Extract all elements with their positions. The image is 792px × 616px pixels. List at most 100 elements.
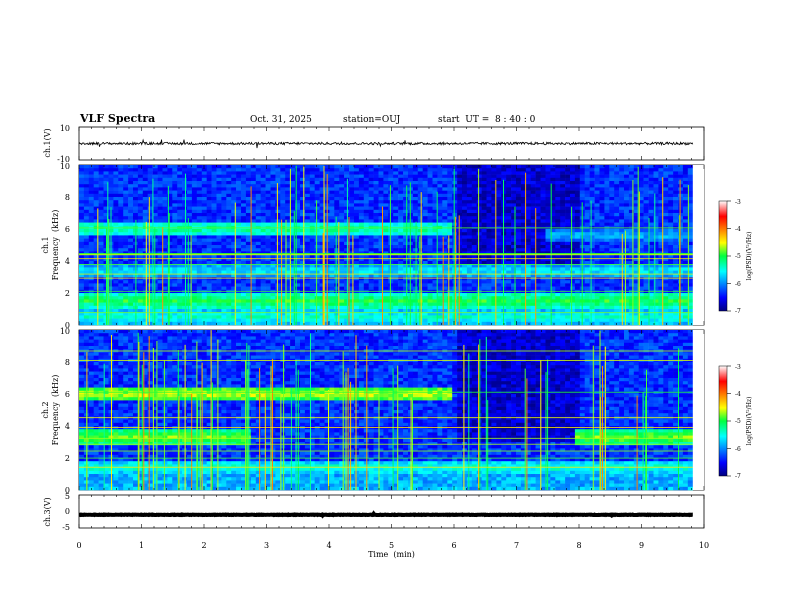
ch1-spectrogram-cell <box>417 261 423 265</box>
ch1-spectrogram-cell <box>496 296 502 300</box>
ch1-spectrogram-cell <box>88 245 94 249</box>
ch1-spectrogram-cell <box>334 299 340 303</box>
ch1-spectrogram-cell <box>206 203 212 207</box>
ch1-spectrogram-cell <box>393 293 399 297</box>
ch1-spectrogram-cell <box>442 299 448 303</box>
ch1-spectrogram-cell <box>354 165 360 169</box>
ch1-spectrogram-cell <box>457 193 463 198</box>
ch1-spectrogram-cell <box>83 232 90 236</box>
ch1-spectrogram-cell <box>98 219 104 223</box>
ch1-spectrogram-cell <box>550 312 556 316</box>
ch1-spectrogram-cell <box>231 184 237 188</box>
ch1-spectrogram-cell <box>221 235 227 239</box>
ch1-spectrogram-cell <box>344 270 350 275</box>
ch1-spectrogram-cell <box>516 219 522 223</box>
ch1-spectrogram-cell <box>319 190 325 195</box>
ch1-spectrogram-cell <box>442 200 448 204</box>
ch1-spectrogram-cell <box>226 305 232 310</box>
ch1-spectrogram-cell <box>79 222 85 227</box>
ch1-spectrogram-cell <box>422 248 428 252</box>
ch1-spectrogram-cell <box>196 168 202 172</box>
ch1-spectrogram-cell <box>275 184 281 188</box>
ch1-spectrogram-cell <box>555 171 561 175</box>
ch1-spectrogram-cell <box>393 216 399 220</box>
ch1-spectrogram-cell <box>103 190 109 195</box>
ch1-spectrogram-cell <box>137 257 144 262</box>
ch1-spectrogram-cell <box>162 203 168 207</box>
ch1-spectrogram-cell <box>540 309 546 313</box>
ch1-spectrogram-cell <box>147 174 153 179</box>
ch1-spectrogram-cell <box>201 206 207 211</box>
ch1-spectrogram-cell <box>236 232 242 236</box>
ch1-spectrogram-cell <box>339 257 345 262</box>
ch1-spectrogram-cell <box>182 241 188 246</box>
ch1-spectrogram-cell <box>142 309 148 313</box>
ch1-spectrogram-cell <box>118 203 124 207</box>
ch1-spectrogram-cell <box>260 267 266 271</box>
ch1-spectrogram-cell <box>128 181 134 185</box>
ch1-spectrogram-cell <box>142 174 148 179</box>
ch1-spectrogram-cell <box>236 286 242 291</box>
ch1-spectrogram-cell <box>378 174 384 179</box>
ch1-spectrogram-cell <box>442 184 448 188</box>
ch1-spectrogram-cell <box>516 193 522 198</box>
ch1-spectrogram-cell <box>447 184 453 188</box>
ch1-spectrogram-cell <box>516 238 522 243</box>
ch1-spectrogram-cell <box>255 273 261 278</box>
ch1-spectrogram-cell <box>206 171 212 175</box>
ch1-spectrogram-cell <box>98 254 104 259</box>
ch1-spectrogram-cell <box>452 273 458 278</box>
ch1-spectrogram-cell <box>206 254 212 259</box>
ch1-spectrogram-cell <box>363 174 369 179</box>
ch1-spectrogram-cell <box>88 267 94 271</box>
ch1-spectrogram-cell <box>471 267 477 271</box>
ch1-spectrogram-cell <box>520 267 527 271</box>
ch1-spectrogram-cell <box>206 273 212 278</box>
ch1-spectrogram-cell <box>491 216 497 220</box>
ch1-spectrogram-cell <box>142 177 148 182</box>
ch1-spectrogram-cell <box>427 270 433 275</box>
ch1-spectrogram-cell <box>398 283 404 287</box>
ch1-spectrogram-cell <box>368 174 374 179</box>
ch1-spectrogram-cell <box>152 216 158 220</box>
ch1-spectrogram-cell <box>319 200 325 204</box>
ch1-spectrogram-cell <box>432 229 438 233</box>
ch1-spectrogram-cell <box>540 270 546 275</box>
ch1-spectrogram-cell <box>201 171 207 175</box>
ch1-spectrogram-cell <box>113 232 119 236</box>
ch1-spectrogram-cell <box>462 241 468 246</box>
ch1-spectrogram-cell <box>334 315 340 319</box>
ch1-spectrogram-cell <box>383 302 389 307</box>
ch1-spectrogram-cell <box>295 222 301 227</box>
ch1-spectrogram-cell <box>516 229 522 233</box>
ch1-spectrogram-cell <box>280 174 286 179</box>
ch1-spectrogram-cell <box>231 206 237 211</box>
ch1-spectrogram-cell <box>295 171 301 175</box>
ch1-spectrogram-cell <box>290 187 296 191</box>
ch1-spectrogram-cell <box>191 235 198 239</box>
ch1-spectrogram-cell <box>550 321 556 326</box>
ch1-spectrogram-cell <box>314 293 320 297</box>
ch1-spectrogram-cell <box>295 190 301 195</box>
ch1-spectrogram-cell <box>98 216 104 220</box>
ch1-spectrogram-cell <box>231 232 237 236</box>
ch1-spectrogram-cell <box>432 206 438 211</box>
ch1-spectrogram-cell <box>162 171 168 175</box>
ch1-spectrogram-cell <box>93 296 99 300</box>
ch1-spectrogram-cell <box>520 309 527 313</box>
ch1-spectrogram-cell <box>167 187 173 191</box>
ch1-spectrogram-cell <box>398 235 404 239</box>
ch1-spectrogram-cell <box>344 235 350 239</box>
ch1-spectrogram-cell <box>432 280 438 284</box>
ch1-spectrogram-cell <box>221 321 227 326</box>
ch1-spectrogram-cell <box>270 302 276 307</box>
ch1-spectrogram-cell <box>398 209 404 214</box>
ch1-spectrogram-cell <box>206 245 212 249</box>
ch1-spectrogram-cell <box>137 273 144 278</box>
ch1-spectrogram-cell <box>79 168 85 172</box>
ch1-spectrogram-cell <box>506 267 512 271</box>
ch1-spectrogram-cell <box>329 305 335 310</box>
ch1-spectrogram-cell <box>452 261 458 265</box>
ch1-spectrogram-cell <box>520 229 527 233</box>
